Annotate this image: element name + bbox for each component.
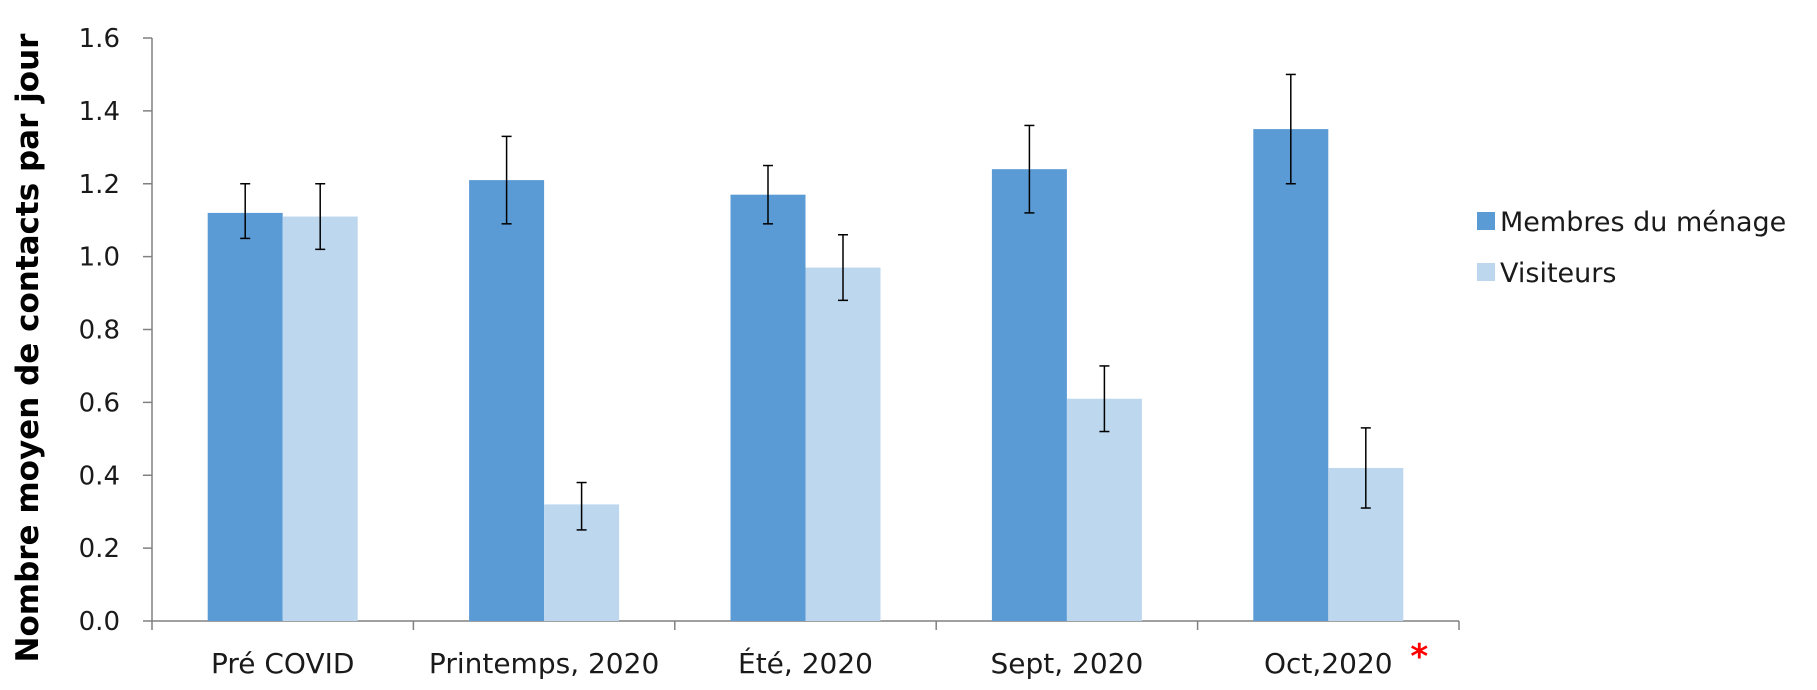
significance-asterisk: * (1410, 637, 1428, 677)
x-category-label: Printemps, 2020 (429, 647, 659, 680)
legend-swatch (1477, 212, 1495, 230)
bar (469, 180, 545, 621)
bar (1066, 398, 1142, 621)
bar (805, 267, 881, 621)
x-category-label: Sept, 2020 (990, 647, 1143, 680)
x-category-label: Oct,2020 (1264, 647, 1393, 680)
legend: Membres du ménage Visiteurs (1477, 207, 1786, 289)
bar (207, 212, 283, 621)
legend-label: Membres du ménage (1500, 207, 1786, 238)
bar (1253, 129, 1329, 621)
y-tick-label: 1.4 (79, 97, 120, 127)
legend-swatch (1477, 263, 1495, 281)
y-axis-title: Nombre moyen de contacts par jour (10, 33, 46, 663)
y-tick-label: 0.0 (79, 607, 120, 637)
y-tick-label: 0.8 (79, 316, 120, 346)
x-axis: Pré COVID Printemps, 2020 Été, 2020 Sept, 2… (151, 620, 1460, 680)
y-tick-label: 0.6 (79, 388, 120, 418)
error-bars (240, 73, 1371, 531)
y-tick-label: 0.2 (79, 534, 120, 564)
y-tick-label: 1.0 (79, 243, 120, 273)
bar (730, 194, 806, 621)
y-tick-label: 1.2 (79, 170, 120, 200)
bar (991, 169, 1067, 622)
bar (282, 216, 358, 621)
y-tick-label: 0.4 (79, 461, 120, 491)
y-axis: 0.0 0.2 0.4 0.6 0.8 1.0 1.2 1.4 1.6 (79, 24, 153, 637)
legend-label: Visiteurs (1500, 258, 1616, 289)
x-category-label: Pré COVID (211, 647, 355, 680)
y-tick-label: 1.6 (79, 24, 120, 54)
x-category-label: Été, 2020 (738, 646, 873, 680)
bars (207, 129, 1404, 622)
